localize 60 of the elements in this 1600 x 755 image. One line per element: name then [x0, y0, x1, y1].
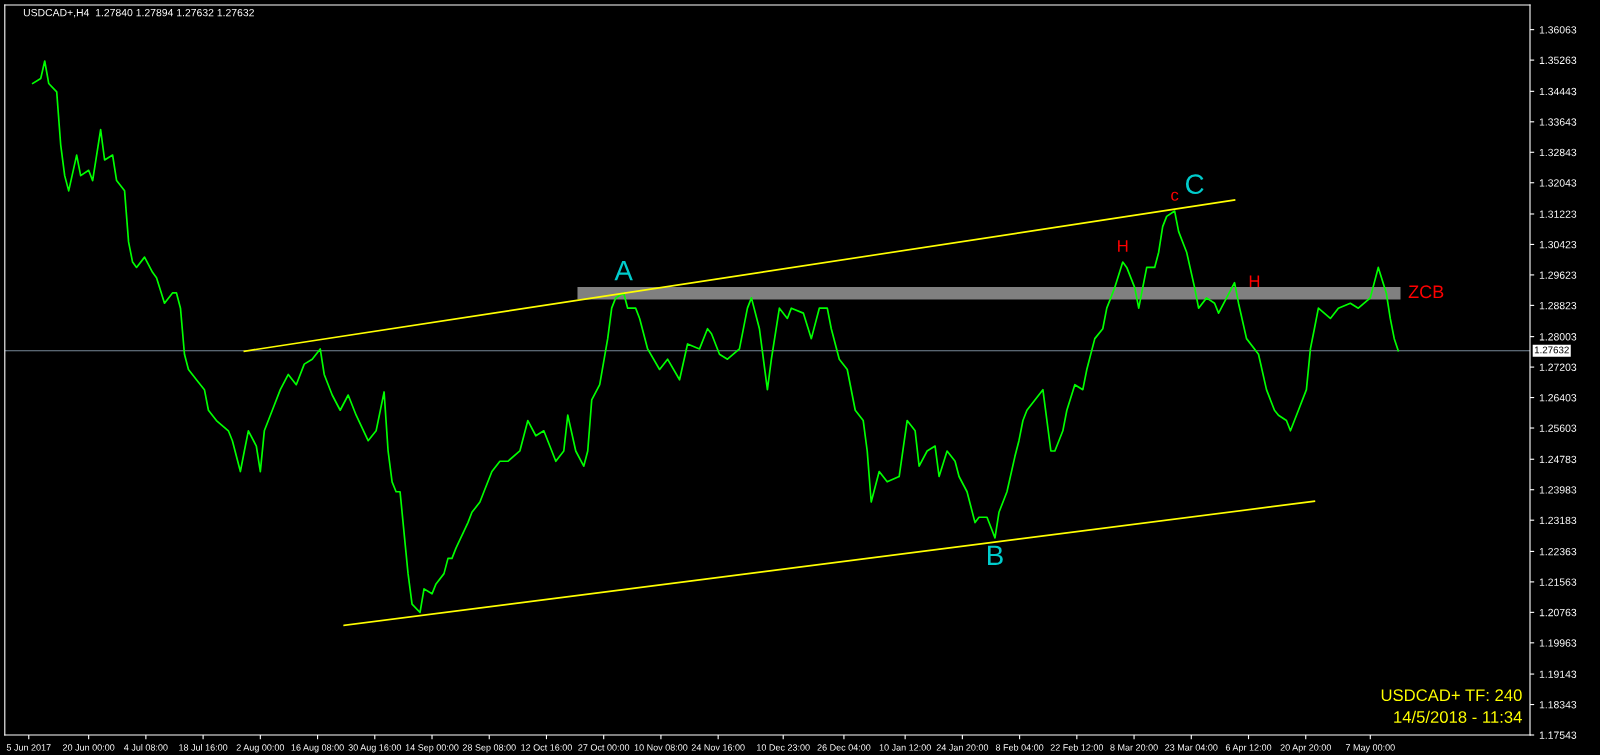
y-tick-label: 1.23183 — [1539, 516, 1577, 525]
y-tick-label: 1.23983 — [1539, 486, 1577, 494]
x-tick-label: 6 Apr 12:00 — [1225, 744, 1272, 753]
x-tick-label: 4 Jul 08:00 — [124, 744, 168, 751]
x-tick-label: 20 Jun 00:00 — [63, 744, 115, 751]
y-tick-label: 1.28003 — [1539, 333, 1577, 341]
y-tick-label: 1.33643 — [1539, 118, 1577, 126]
y-tick-label: 1.21563 — [1539, 578, 1577, 586]
annotation: C — [1186, 174, 1204, 195]
x-tick-label: 7 May 00:00 — [1345, 744, 1395, 753]
y-tick-label: 1.25603 — [1539, 424, 1577, 432]
x-tick-label: 8 Feb 04:00 — [995, 744, 1044, 751]
y-tick-label: 1.18343 — [1539, 701, 1577, 709]
y-tick-label: 1.32043 — [1539, 179, 1577, 187]
x-tick-label: 27 Oct 00:00 — [578, 744, 630, 751]
x-tick-label: 5 Jun 2017 — [6, 744, 51, 751]
annotation: USDCAD+ TF: 240 — [1381, 689, 1522, 702]
y-tick-label: 1.22363 — [1539, 547, 1577, 556]
annotation: H — [1249, 275, 1260, 287]
x-tick-label: 10 Jan 12:00 — [879, 744, 931, 751]
annotation: 14/5/2018 - 11:34 — [1394, 710, 1522, 723]
x-tick-label: 24 Nov 16:00 — [691, 744, 745, 751]
x-tick-label: 18 Jul 16:00 — [179, 744, 228, 751]
annotation: c — [1171, 191, 1179, 201]
y-tick-label: 1.29623 — [1539, 271, 1577, 279]
x-tick-label: 16 Aug 08:00 — [291, 744, 344, 753]
x-tick-label: 14 Sep 00:00 — [405, 744, 459, 753]
x-tick-label: 30 Aug 16:00 — [348, 744, 402, 753]
x-tick-label: 10 Nov 08:00 — [634, 744, 688, 751]
x-tick-label: 12 Oct 16:00 — [521, 744, 572, 751]
y-tick-label: 1.32843 — [1539, 148, 1577, 157]
y-tick-label: 1.20763 — [1539, 608, 1577, 617]
x-tick-label: 23 Mar 04:00 — [1165, 744, 1218, 751]
x-tick-label: 22 Feb 12:00 — [1050, 744, 1104, 751]
annotation: A — [614, 261, 633, 281]
x-tick-label: 20 Apr 20:00 — [1280, 744, 1331, 753]
annotation: H — [1118, 240, 1128, 252]
y-tick-label: 1.27203 — [1539, 363, 1577, 371]
x-tick-label: 28 Sep 08:00 — [462, 744, 516, 753]
y-tick-label: 1.19963 — [1539, 639, 1577, 647]
y-tick-label: 1.19143 — [1539, 670, 1577, 678]
annotation: B — [988, 545, 1003, 565]
annotation: ZCB — [1408, 285, 1444, 299]
y-tick-label: 1.17543 — [1539, 731, 1577, 739]
ref-line-label: 1.27632 — [1534, 346, 1569, 354]
line-series — [31, 60, 1400, 614]
chart-title: USDCAD+,H4 1.27840 1.27894 1.27632 1.27632 — [23, 8, 254, 18]
y-tick-label: 1.26403 — [1539, 394, 1577, 402]
y-tick-label: 1.34443 — [1539, 87, 1577, 96]
x-tick-label: 10 Dec 23:00 — [757, 744, 810, 751]
y-tick-label: 1.36063 — [1539, 26, 1577, 34]
x-tick-label: 8 Mar 20:00 — [1110, 744, 1158, 751]
y-tick-label: 1.24783 — [1539, 455, 1577, 464]
x-tick-label: 24 Jan 20:00 — [936, 744, 989, 751]
y-tick-label: 1.35263 — [1539, 56, 1577, 64]
y-tick-label: 1.28823 — [1539, 301, 1577, 310]
x-tick-label: 2 Aug 00:00 — [236, 744, 285, 753]
y-tick-label: 1.31223 — [1539, 210, 1577, 218]
x-tick-label: 26 Dec 04:00 — [817, 744, 871, 751]
y-tick-label: 1.30423 — [1539, 240, 1577, 249]
